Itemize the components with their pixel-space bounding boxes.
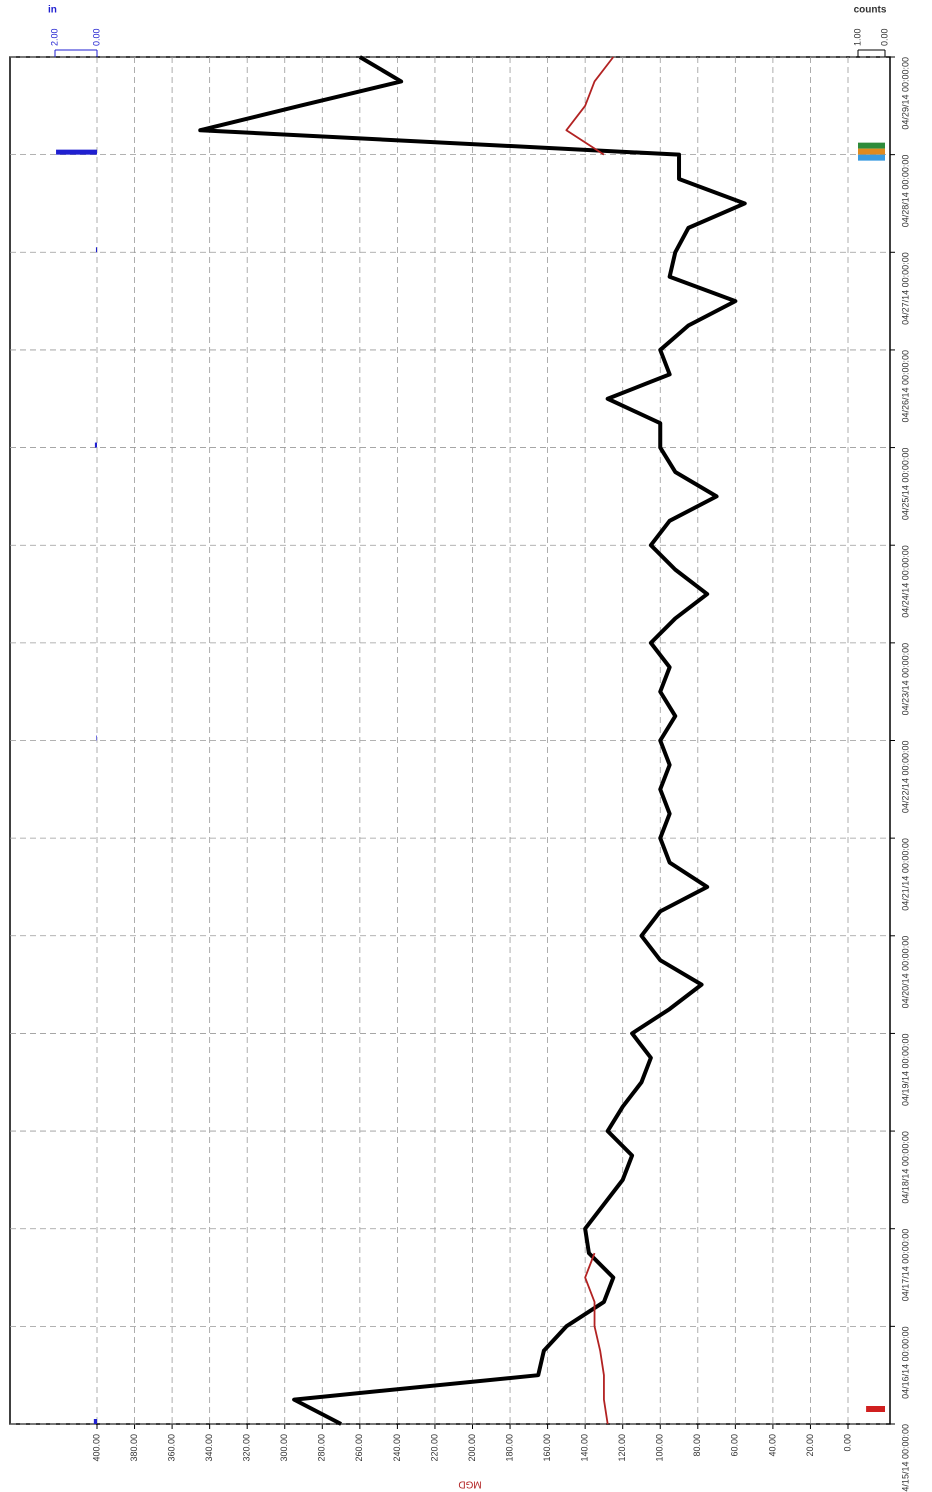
y-tick-label: 140.00: [580, 1434, 590, 1462]
y-tick-label: 340.00: [204, 1434, 214, 1462]
x-tick-label: 04/27/14 00:00:00: [900, 252, 910, 325]
data-line: [565, 56, 615, 1425]
y-tick-label: 200.00: [467, 1434, 477, 1462]
y3-axis-title: counts: [854, 5, 887, 16]
data-bar: [858, 148, 885, 155]
y-tick-label: 0.00: [842, 1434, 852, 1452]
y-tick-label: 120.00: [617, 1434, 627, 1462]
x-tick-label: 04/21/14 00:00:00: [900, 838, 910, 911]
y-tick-label: 260.00: [354, 1434, 364, 1462]
y-tick-label: 40.00: [767, 1434, 777, 1457]
y-tick-label: 360.00: [166, 1434, 176, 1462]
x-tick-label: 04/24/14 00:00:00: [900, 545, 910, 618]
y2-axis-title: in: [48, 5, 57, 16]
y-tick-label: 100.00: [655, 1434, 665, 1462]
y-tick-label: 60.00: [730, 1434, 740, 1457]
x-tick-label: 04/17/14 00:00:00: [900, 1229, 910, 1302]
data-bar: [95, 247, 97, 253]
y-tick-label: 180.00: [504, 1434, 514, 1462]
y2-tick-label: 0.00: [91, 28, 101, 46]
y-axis-title: MGD: [458, 1478, 481, 1489]
x-tick-label: 04/22/14 00:00:00: [900, 741, 910, 814]
data-bar: [858, 142, 885, 149]
data-bar: [56, 149, 97, 155]
y-tick-label: 400.00: [91, 1434, 101, 1462]
data-bar: [94, 442, 97, 448]
data-bar: [93, 1419, 97, 1424]
y-tick-label: 300.00: [279, 1434, 289, 1462]
y-tick-label: 280.00: [317, 1434, 327, 1462]
x-tick-label: 04/25/14 00:00:00: [900, 448, 910, 521]
x-tick-label: 04/20/14 00:00:00: [900, 936, 910, 1009]
x-tick-label: 04/19/14 00:00:00: [900, 1033, 910, 1106]
x-tick-label: 04/18/14 00:00:00: [900, 1131, 910, 1204]
y-tick-label: 20.00: [805, 1434, 815, 1457]
x-tick-label: 04/28/14 00:00:00: [900, 155, 910, 228]
y-tick-label: 160.00: [542, 1434, 552, 1462]
data-bar: [96, 735, 97, 741]
x-tick-label: 04/23/14 00:00:00: [900, 643, 910, 716]
y-tick-label: 240.00: [392, 1434, 402, 1462]
x-tick-label: 04/29/14 00:00:00: [900, 57, 910, 130]
y-tick-label: 320.00: [242, 1434, 252, 1462]
data-bar: [858, 154, 885, 161]
y3-tick-label: 1.00: [852, 28, 862, 46]
x-tick-label: 04/16/14 00:00:00: [900, 1326, 910, 1399]
y-tick-label: 380.00: [129, 1434, 139, 1462]
y2-tick-label: 2.00: [49, 28, 59, 46]
data-bar: [866, 1406, 885, 1412]
y-tick-label: 220.00: [429, 1434, 439, 1462]
data-line: [198, 55, 747, 1426]
y3-tick-label: 0.00: [879, 28, 889, 46]
x-tick-label: 04/15/14 00:00:00: [900, 1424, 910, 1492]
x-tick-label: 04/26/14 00:00:00: [900, 350, 910, 423]
y-tick-label: 80.00: [692, 1434, 702, 1457]
